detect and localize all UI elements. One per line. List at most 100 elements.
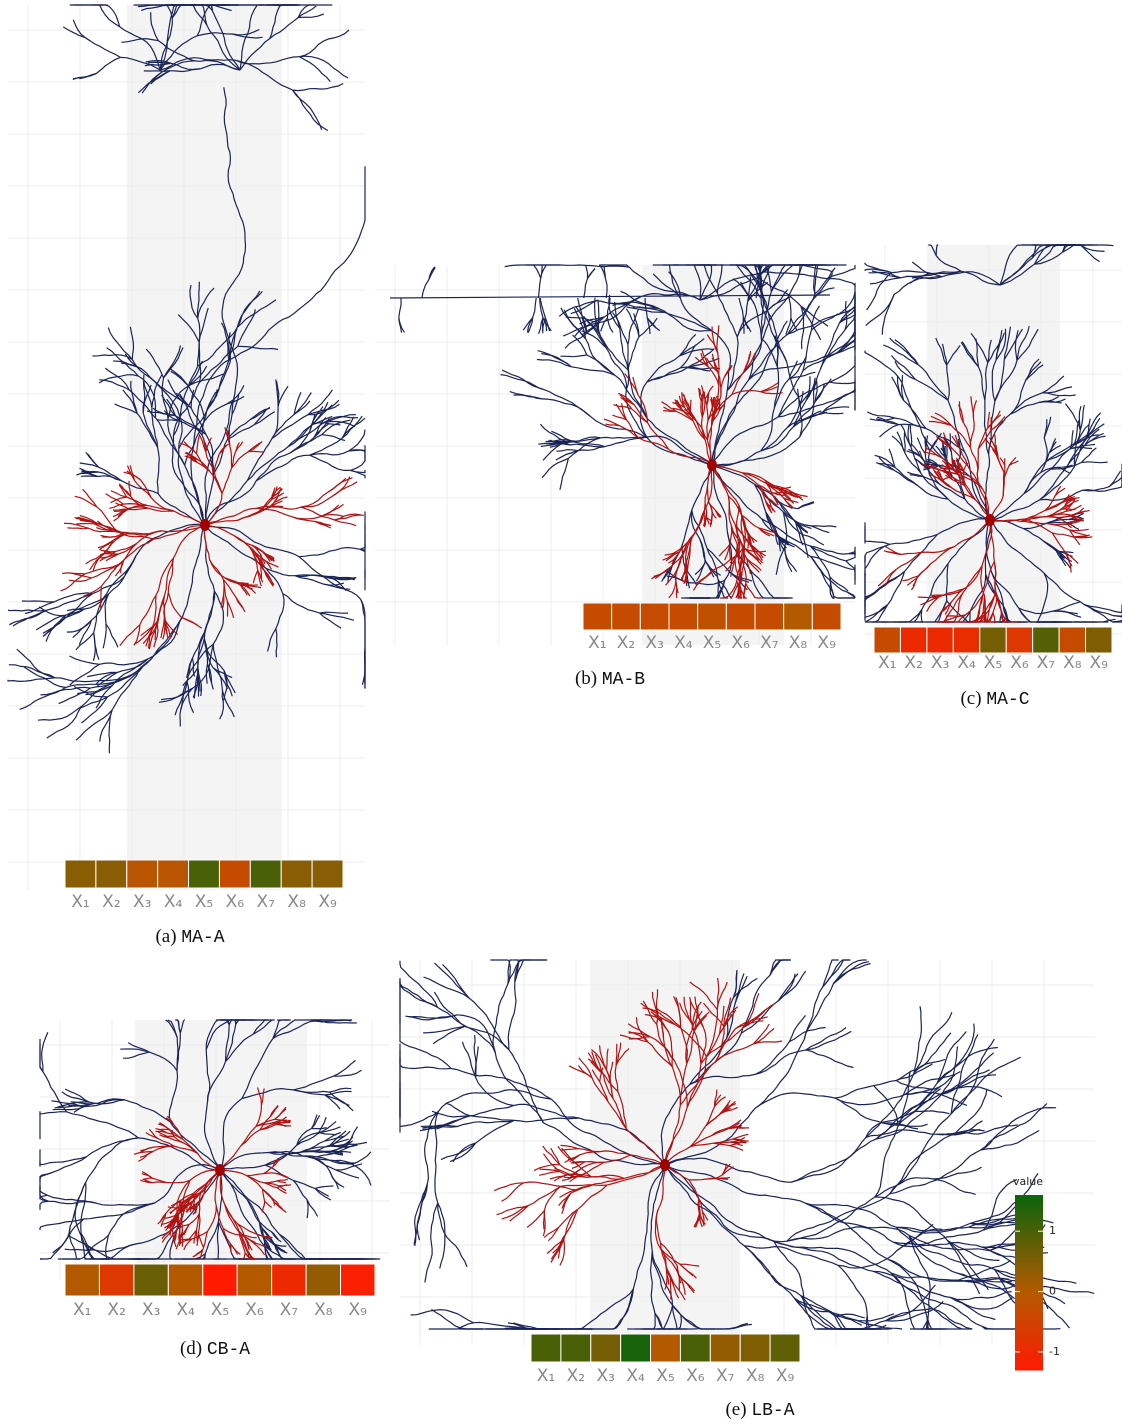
- neurite: [866, 295, 894, 326]
- caption-name: MA-C: [986, 690, 1029, 710]
- neurite: [99, 380, 129, 390]
- colorbar-step: [1015, 1248, 1043, 1251]
- neurite: [82, 697, 108, 723]
- colorbar-step: [1015, 1218, 1043, 1221]
- heatmap-cell: [99, 1264, 133, 1296]
- colorbar-step: [1015, 1245, 1043, 1248]
- heatmap-cell: [591, 1334, 621, 1362]
- heatmap-cell: [306, 1264, 340, 1296]
- heatmap-cell: [203, 1264, 237, 1296]
- neurite: [494, 1183, 524, 1191]
- neurite: [93, 633, 95, 661]
- heatmap-cell: [158, 860, 189, 888]
- heatmap-cell: [1033, 627, 1059, 653]
- cell-label: X₅: [211, 1300, 229, 1320]
- neurite: [906, 610, 922, 623]
- caption-name: MA-B: [602, 670, 645, 690]
- neurite: [490, 960, 510, 984]
- neurite: [787, 1194, 890, 1241]
- neurite: [1081, 246, 1100, 262]
- cell-label: X₂: [567, 1366, 585, 1386]
- heatmap-cell: [669, 603, 698, 630]
- caption-label: (b): [575, 668, 597, 689]
- neurite: [70, 656, 100, 664]
- panel: X₁X₂X₃X₄X₅X₆X₇X₈X₉(e) LB-A: [400, 960, 1095, 1421]
- neurite: [332, 482, 358, 497]
- neurite: [981, 1131, 1039, 1151]
- neurite: [40, 1187, 47, 1195]
- figure: X₁X₂X₃X₄X₅X₆X₇X₈X₉(a) MA-AX₁X₂X₃X₄X₅X₆X₇…: [0, 0, 1122, 1427]
- neurite: [914, 1012, 952, 1073]
- neurite: [399, 298, 401, 318]
- neurite: [349, 430, 365, 451]
- cell-label: X₃: [142, 1300, 160, 1320]
- colorbar-step: [1015, 1198, 1043, 1201]
- neurite: [561, 355, 587, 357]
- soma: [200, 519, 210, 531]
- neurite: [527, 1211, 544, 1228]
- cell-label: X₁: [73, 1300, 91, 1320]
- colorbar-step: [1015, 1306, 1043, 1309]
- neurite: [100, 5, 120, 27]
- neurite: [47, 706, 82, 738]
- colorbar-step: [1015, 1285, 1043, 1288]
- neurite: [1062, 509, 1075, 510]
- colorbar-step: [1015, 1195, 1043, 1198]
- cell-label: X₈: [287, 892, 306, 912]
- neurite: [915, 1111, 950, 1114]
- neurite: [867, 412, 894, 418]
- cell-label: X₅: [656, 1366, 674, 1386]
- caption-label: (e): [725, 1399, 746, 1420]
- neurite: [875, 1178, 934, 1197]
- neurite: [918, 597, 939, 598]
- colorbar-step: [1015, 1277, 1043, 1280]
- neurite: [806, 1028, 846, 1050]
- neurite: [100, 710, 112, 742]
- neurite: [803, 330, 812, 371]
- colorbar-step: [1015, 1326, 1043, 1329]
- heatmap-cell: [953, 627, 979, 653]
- neurite: [446, 1103, 471, 1116]
- colorbar-step: [1015, 1303, 1043, 1306]
- caption-name: LB-A: [751, 1401, 794, 1421]
- heatmap-cell: [770, 1334, 800, 1362]
- heatmap-cell: [312, 860, 343, 888]
- cell-label: X₇: [280, 1300, 299, 1320]
- neurite: [508, 960, 546, 984]
- neurite: [476, 1120, 514, 1143]
- neurite: [802, 535, 808, 558]
- neurite: [561, 1187, 576, 1190]
- colorbar-step: [1015, 1315, 1043, 1318]
- neurite: [310, 438, 343, 455]
- heatmap-cell: [1059, 627, 1085, 653]
- neurite: [744, 1246, 838, 1266]
- neurite: [1109, 471, 1120, 487]
- neurite: [144, 71, 170, 72]
- panel: X₁X₂X₃X₄X₅X₆X₇X₈X₉(d) CB-A: [40, 1020, 390, 1360]
- neurite: [835, 1098, 884, 1123]
- neurite: [312, 1128, 327, 1129]
- cell-label: X₁: [878, 653, 896, 673]
- neurite: [533, 298, 537, 318]
- neurite: [53, 1157, 87, 1173]
- neurite: [770, 960, 791, 975]
- heatmap-cell: [726, 603, 755, 630]
- cell-label: X₉: [817, 633, 836, 653]
- neurite: [830, 577, 848, 591]
- neurite: [67, 620, 91, 632]
- neurite: [562, 1193, 571, 1214]
- colorbar-label: 0: [1049, 1285, 1056, 1298]
- caption-name: MA-A: [181, 928, 224, 948]
- neurite: [502, 1183, 524, 1202]
- neurite: [476, 1078, 514, 1106]
- neurite: [400, 961, 437, 1007]
- heatmap-cell: [272, 1264, 306, 1296]
- neurite: [76, 633, 94, 650]
- neurite: [502, 370, 545, 390]
- neurite: [874, 1271, 951, 1297]
- neurite: [79, 74, 96, 79]
- colorbar-step: [1015, 1353, 1043, 1356]
- plot-background: [135, 1020, 307, 1280]
- colorbar-step: [1015, 1312, 1043, 1315]
- neurite: [105, 368, 129, 390]
